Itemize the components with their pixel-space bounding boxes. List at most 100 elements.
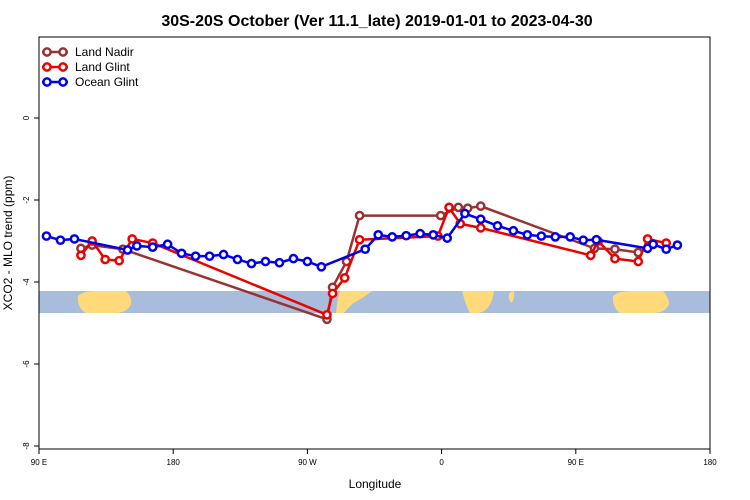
data-point bbox=[578, 235, 589, 246]
data-point bbox=[536, 231, 547, 241]
data-point bbox=[642, 234, 653, 244]
data-point bbox=[610, 244, 620, 255]
series-line-segment bbox=[479, 204, 596, 250]
data-point bbox=[190, 251, 201, 262]
data-point bbox=[460, 208, 470, 219]
data-point bbox=[246, 258, 257, 269]
data-point bbox=[322, 309, 332, 320]
y-tick-label: -6 bbox=[22, 360, 31, 368]
y-tick-label: -4 bbox=[22, 278, 31, 286]
data-point bbox=[288, 253, 299, 264]
land-madagascar bbox=[508, 291, 515, 303]
data-point bbox=[492, 220, 503, 231]
legend-label: Land Nadir bbox=[75, 45, 134, 59]
series-layer bbox=[41, 201, 683, 325]
data-point bbox=[475, 214, 486, 225]
data-point bbox=[453, 202, 464, 213]
data-point bbox=[232, 254, 243, 265]
x-tick-label: 180 bbox=[703, 458, 717, 467]
data-point bbox=[132, 241, 142, 251]
data-point bbox=[100, 254, 111, 265]
data-point bbox=[316, 261, 327, 272]
y-tick-label: -2 bbox=[22, 196, 31, 204]
x-tick-label: 90 E bbox=[31, 458, 47, 467]
data-point bbox=[147, 242, 158, 252]
x-axis: 90 E 180 90 W 0 90 E 180 bbox=[31, 449, 717, 467]
data-point bbox=[218, 249, 229, 260]
series-line-segment bbox=[595, 238, 649, 250]
data-point bbox=[648, 239, 659, 250]
legend-label: Land Glint bbox=[75, 60, 130, 74]
series-line-segment bbox=[320, 247, 367, 269]
land-africa bbox=[462, 291, 494, 313]
ocean-band bbox=[39, 291, 710, 313]
chart-title: 30S-20S October (Ver 11.1_late) 2019-01-… bbox=[161, 13, 592, 30]
series-line-segment bbox=[343, 238, 361, 280]
data-point bbox=[565, 232, 576, 242]
y-axis: 0 -2 -4 -6 -8 bbox=[22, 115, 39, 450]
data-point bbox=[401, 230, 412, 241]
data-point bbox=[661, 244, 672, 255]
legend-marker bbox=[58, 62, 68, 72]
data-point bbox=[162, 239, 173, 250]
y-tick-label: -8 bbox=[22, 442, 31, 450]
series-line-segment bbox=[479, 226, 592, 257]
series-line-segment bbox=[73, 237, 129, 252]
data-point bbox=[435, 210, 446, 221]
data-point bbox=[428, 230, 439, 240]
data-point bbox=[41, 231, 52, 241]
data-point bbox=[444, 202, 454, 213]
series-line-segment bbox=[121, 247, 329, 321]
legend-item: Land Nadir bbox=[42, 45, 134, 59]
continent-map-strip bbox=[39, 291, 710, 313]
x-tick-label: 90 E bbox=[568, 458, 584, 467]
series-ocean-glint bbox=[41, 208, 683, 272]
series-line-segment bbox=[345, 214, 361, 263]
data-point bbox=[522, 230, 533, 240]
data-point bbox=[176, 248, 187, 259]
data-point bbox=[415, 228, 426, 239]
data-point bbox=[591, 234, 602, 245]
data-point bbox=[508, 225, 519, 236]
data-point bbox=[274, 257, 285, 268]
data-point bbox=[122, 245, 133, 255]
data-point bbox=[55, 235, 66, 246]
series-line-segment bbox=[445, 212, 467, 240]
data-point bbox=[114, 255, 124, 266]
land-australia bbox=[77, 291, 132, 313]
legend-item: Ocean Glint bbox=[42, 75, 139, 89]
data-point bbox=[127, 234, 138, 244]
legend-label: Ocean Glint bbox=[75, 75, 139, 89]
data-point bbox=[360, 244, 371, 255]
data-point bbox=[204, 251, 215, 262]
data-point bbox=[387, 232, 398, 242]
series-line-segment bbox=[436, 206, 451, 238]
data-point bbox=[475, 201, 486, 211]
data-point bbox=[354, 210, 365, 221]
legend-marker bbox=[58, 47, 68, 57]
data-point bbox=[76, 250, 86, 261]
x-tick-label: 180 bbox=[167, 458, 181, 467]
x-tick-label: 0 bbox=[439, 458, 444, 467]
legend-marker bbox=[42, 62, 52, 72]
series-line-segment bbox=[331, 260, 348, 289]
data-point bbox=[339, 273, 350, 283]
x-tick-label: 90 W bbox=[298, 458, 317, 467]
data-point bbox=[442, 233, 453, 243]
data-point bbox=[672, 240, 683, 250]
data-point bbox=[354, 234, 365, 245]
data-point bbox=[633, 256, 644, 267]
land-south-america bbox=[336, 291, 372, 313]
data-point bbox=[475, 223, 486, 233]
x-axis-label: Longitude bbox=[349, 477, 402, 491]
plot-frame bbox=[38, 36, 711, 450]
legend-item: Land Glint bbox=[42, 60, 130, 74]
legend-marker bbox=[42, 77, 52, 87]
data-point bbox=[69, 234, 80, 244]
legend-marker bbox=[58, 77, 68, 87]
land-australia-right bbox=[612, 291, 669, 313]
data-point bbox=[260, 256, 271, 267]
data-point bbox=[585, 250, 596, 261]
data-point bbox=[550, 232, 561, 242]
